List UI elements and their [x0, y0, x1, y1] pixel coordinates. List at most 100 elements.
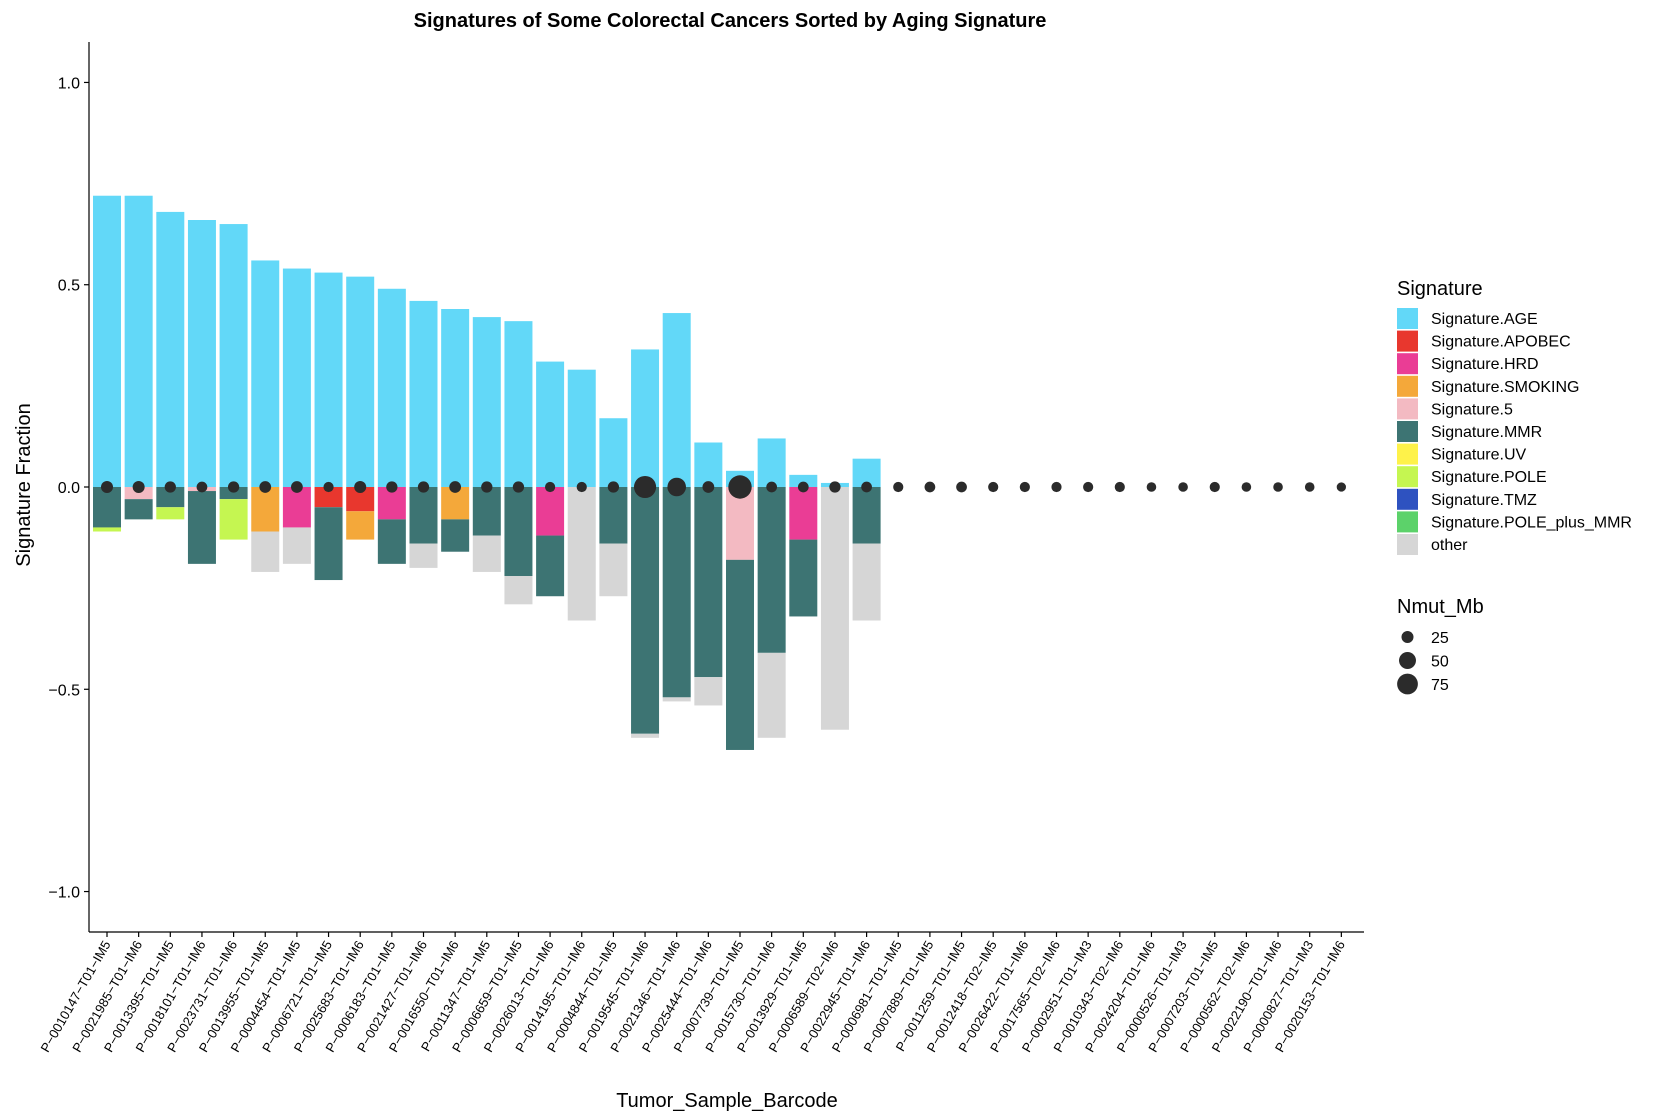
bar-segment-signature-age [409, 300, 438, 487]
bar-segment-signature-age [536, 361, 565, 487]
nmut-point [893, 481, 904, 493]
bar-segment-signature-mmr [124, 499, 153, 520]
nmut-point [1051, 481, 1062, 493]
nmut-point [829, 481, 841, 493]
bar-segment-other [662, 697, 691, 702]
bar-segment-signature-mmr [377, 519, 406, 564]
nmut-point [227, 481, 240, 493]
nmut-point [1019, 481, 1030, 493]
size-legend-dot [1399, 652, 1416, 669]
bar-segment-other [567, 487, 596, 621]
bar-segment-other [504, 576, 533, 605]
nmut-point [164, 481, 176, 493]
size-legend-label: 25 [1431, 630, 1449, 647]
nmut-point [1336, 482, 1346, 492]
nmut-point [797, 481, 809, 493]
nmut-point [1178, 482, 1188, 492]
bar-segment-signature-age [789, 474, 818, 487]
bar-segment-signature-hrd [282, 487, 311, 528]
bar-segment-signature-smoking [346, 511, 375, 540]
size-legend-title: Nmut_Mb [1397, 596, 1484, 618]
legend-swatch [1397, 421, 1418, 442]
bar-segment-signature-age [93, 195, 121, 488]
bar-segment-signature-age [504, 321, 533, 487]
size-legend-dot [1401, 631, 1414, 643]
bar-segment-signature-age [187, 220, 216, 487]
nmut-point [545, 481, 556, 493]
nmut-point [481, 481, 493, 493]
bar-segment-signature-age [377, 288, 406, 487]
bar-segment-signature-pole [93, 527, 121, 532]
bar-segment-signature-smoking [251, 487, 280, 532]
bar-segment-signature-5 [124, 487, 153, 500]
bar-segment-signature-mmr [694, 487, 723, 678]
bar-segment-signature-mmr [441, 519, 470, 552]
bar-segment-signature-age [599, 418, 628, 487]
bar-segment-signature-mmr [314, 507, 343, 581]
nmut-point [728, 475, 752, 499]
legend-label: Signature.AGE [1431, 311, 1538, 328]
legend-label: Signature.APOBEC [1431, 334, 1571, 351]
bar-segment-other [852, 543, 881, 621]
bar-segment-signature-mmr [789, 539, 818, 617]
bar-segment-other [599, 543, 628, 597]
bar-segment-signature-mmr [536, 535, 565, 597]
nmut-point [924, 481, 936, 493]
nmut-point [633, 475, 657, 499]
bar-segment-signature-mmr [504, 487, 533, 576]
legend-label: Signature.MMR [1431, 424, 1542, 441]
bar-segment-signature-mmr [662, 487, 691, 698]
bar-segment-signature-pole [219, 499, 248, 540]
nmut-point [354, 481, 367, 493]
legend-label: Signature.SMOKING [1431, 379, 1580, 396]
nmut-point [1273, 482, 1283, 492]
nmut-point [291, 481, 303, 493]
legend-label: Signature.UV [1431, 447, 1526, 464]
y-tick-label: 0.0 [58, 480, 80, 497]
signature-legend-title: Signature [1397, 278, 1483, 300]
legend-label: Signature.5 [1431, 401, 1513, 418]
bar-segment-other [472, 535, 501, 572]
size-legend-label: 75 [1431, 677, 1449, 694]
bar-segment-signature-mmr [726, 559, 754, 750]
nmut-point [101, 481, 113, 493]
bar-segment-signature-age [631, 349, 660, 487]
nmut-point [1083, 481, 1094, 493]
nmut-point [132, 481, 145, 493]
plot-area [93, 195, 1346, 750]
nmut-point [417, 481, 430, 493]
nmut-point [512, 481, 525, 493]
legend-swatch [1397, 308, 1418, 329]
bar-segment-signature-age [156, 211, 185, 487]
y-axis-title: Signature Fraction [13, 403, 35, 566]
bar-segment-signature-age [567, 369, 596, 487]
legend: Signature Signature.AGESignature.APOBECS… [1397, 278, 1632, 695]
x-axis: P−0010147−T01−IM5P−0021985−T01−IM6P−0013… [38, 931, 1364, 1055]
signature-legend-items: Signature.AGE Signature.APOBEC Signature.H… [1397, 308, 1632, 555]
legend-label: Signature.POLE [1431, 469, 1547, 486]
bar-segment-signature-age [219, 224, 248, 488]
legend-label: Signature.HRD [1431, 356, 1539, 373]
legend-swatch [1397, 488, 1418, 510]
bar-segment-signature-mmr [156, 487, 185, 508]
nmut-point [1304, 482, 1315, 492]
y-tick-label: 1.0 [58, 75, 80, 92]
nmut-point [386, 481, 398, 493]
legend-swatch [1397, 466, 1418, 488]
bar-segment-other [631, 733, 660, 738]
bar-segment-signature-mmr [219, 487, 248, 500]
legend-swatch [1397, 375, 1418, 397]
bar-segment-signature-pole [156, 507, 185, 520]
bar-segment-signature-age [346, 276, 375, 487]
legend-label: Signature.TMZ [1431, 492, 1537, 509]
y-tick-label: 0.5 [58, 278, 80, 295]
bar-segment-signature-age [124, 195, 153, 488]
bar-segment-signature-hrd [536, 487, 565, 536]
nmut-point [1209, 481, 1220, 493]
bar-segment-signature-mmr [93, 487, 121, 528]
legend-swatch [1397, 534, 1418, 555]
bar-segment-other [251, 531, 280, 572]
size-legend-items: 25 50 75 [1397, 630, 1449, 695]
legend-label: other [1431, 537, 1468, 554]
bar-segment-signature-age [251, 260, 280, 487]
